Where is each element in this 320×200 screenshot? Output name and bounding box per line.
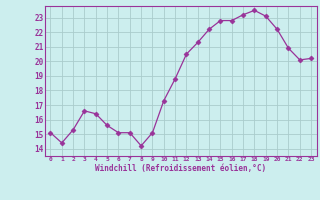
X-axis label: Windchill (Refroidissement éolien,°C): Windchill (Refroidissement éolien,°C): [95, 164, 266, 173]
